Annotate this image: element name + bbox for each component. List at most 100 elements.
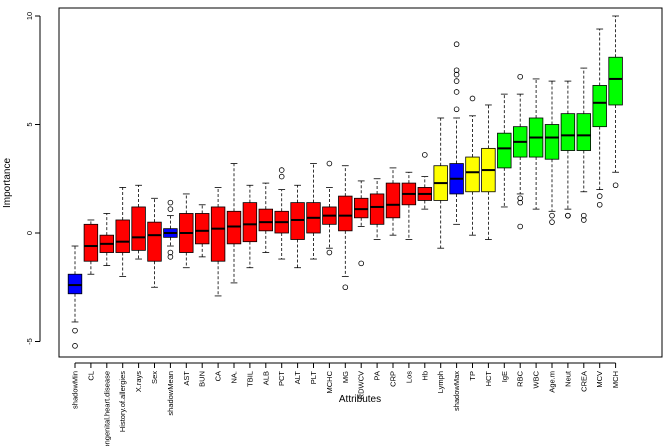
- x-tick-label: ALB: [261, 371, 270, 385]
- outlier-point: [549, 212, 555, 219]
- box-cl: [83, 219, 99, 275]
- box-crp: [385, 167, 401, 236]
- outlier-point: [453, 78, 460, 84]
- iqr-box: [497, 132, 512, 169]
- box-na-: [226, 163, 242, 284]
- outlier-point: [453, 67, 460, 74]
- x-tick-label: Los: [404, 371, 413, 383]
- outlier-point: [453, 71, 460, 78]
- outlier-point: [549, 219, 555, 225]
- outlier-point: [326, 160, 333, 167]
- outlier-point: [358, 260, 365, 267]
- x-tick-label: Sex: [150, 371, 159, 384]
- x-tick-label: MCV: [595, 371, 604, 388]
- box-pa: [369, 178, 385, 240]
- x-tick-label: ALT: [293, 371, 302, 385]
- x-tick-label: shadowMin: [71, 371, 80, 409]
- outlier-point: [517, 73, 523, 80]
- x-tick-label: Neut: [563, 370, 572, 387]
- x-tick-label: shadowMean: [166, 371, 175, 416]
- box-ige: [497, 93, 512, 208]
- iqr-box: [338, 195, 353, 232]
- box-bun: [194, 204, 210, 258]
- iqr-box: [210, 206, 226, 262]
- box-congenital-heart-disease: [99, 213, 115, 266]
- plot-frame: [58, 7, 663, 358]
- iqr-box: [608, 56, 623, 106]
- iqr-box: [67, 273, 83, 295]
- outlier-point: [72, 327, 78, 334]
- box-sex: [147, 197, 162, 288]
- outlier-point: [469, 95, 476, 102]
- outlier-point: [580, 212, 587, 219]
- box-hb: [417, 152, 433, 210]
- box-shadowmin: [67, 245, 83, 349]
- outlier-point: [326, 249, 333, 256]
- outlier-point: [517, 195, 523, 202]
- x-tick-label: CREA: [579, 371, 588, 392]
- outlier-point: [421, 152, 428, 158]
- outlier-point: [517, 199, 523, 206]
- x-tick-label: CL: [86, 371, 95, 381]
- iqr-box: [592, 85, 607, 128]
- box-mchc: [322, 160, 337, 256]
- x-tick-label: IgE: [500, 371, 509, 382]
- outlier-point: [167, 254, 174, 260]
- iqr-box: [194, 213, 210, 245]
- box-crea: [576, 67, 592, 223]
- outlier-point: [167, 199, 174, 206]
- outlier-point: [278, 173, 285, 180]
- iqr-box: [131, 206, 146, 251]
- x-axis-tick-labels: shadowMin CL Congenital.heart.disease Histo…: [71, 362, 620, 446]
- iqr-box: [242, 202, 258, 243]
- x-tick-label: NA.: [230, 371, 239, 384]
- y-tick-label: 10: [25, 12, 34, 20]
- iqr-box: [560, 113, 576, 151]
- outlier-point: [453, 89, 460, 95]
- box-history-of-allergies: [115, 187, 130, 277]
- box-rbc: [513, 73, 528, 230]
- box-pct: [274, 167, 289, 260]
- box-plt: [306, 163, 321, 260]
- box-wbc: [528, 78, 544, 210]
- iqr-box: [83, 223, 99, 262]
- box-mcv: [592, 28, 607, 208]
- box-tbil: [242, 184, 258, 269]
- y-tick-label: 0: [25, 231, 34, 235]
- outlier-point: [565, 212, 571, 219]
- box-rdwcv: [353, 180, 369, 267]
- box-series: [67, 15, 623, 349]
- x-tick-label: RDWCV: [357, 371, 366, 399]
- box-hct: [481, 104, 496, 240]
- iqr-box: [576, 113, 592, 151]
- outlier-point: [596, 193, 603, 199]
- box-ast: [179, 193, 194, 269]
- y-tick-label: -5: [25, 338, 34, 345]
- x-tick-label: HCT: [484, 371, 493, 387]
- x-tick-label: PLT: [309, 371, 318, 385]
- x-tick-label: RBC: [516, 370, 525, 386]
- x-tick-label: WBC: [532, 370, 541, 388]
- box-mch: [608, 15, 623, 189]
- box-mg: [338, 165, 353, 291]
- x-tick-label: Hb: [420, 371, 429, 381]
- box-los: [401, 171, 417, 240]
- box-x-rays: [131, 184, 146, 260]
- outlier-point: [167, 206, 174, 212]
- outlier-point: [453, 106, 460, 113]
- box-age-m: [544, 80, 560, 225]
- box-shadowmean: [163, 199, 178, 260]
- outlier-point: [278, 167, 285, 173]
- x-tick-label: Lymph: [436, 371, 445, 393]
- x-tick-label: Congenital.heart.disease: [102, 371, 111, 446]
- box-alt: [290, 184, 305, 269]
- iqr-box: [465, 156, 480, 193]
- x-tick-label: History.of.allergies: [118, 371, 127, 432]
- x-tick-label: BUN: [198, 371, 207, 387]
- outlier-point: [517, 223, 523, 230]
- x-tick-label: X.rays: [134, 371, 143, 393]
- box-neut: [560, 80, 576, 219]
- x-tick-label: TP: [468, 371, 477, 381]
- iqr-box: [147, 221, 162, 262]
